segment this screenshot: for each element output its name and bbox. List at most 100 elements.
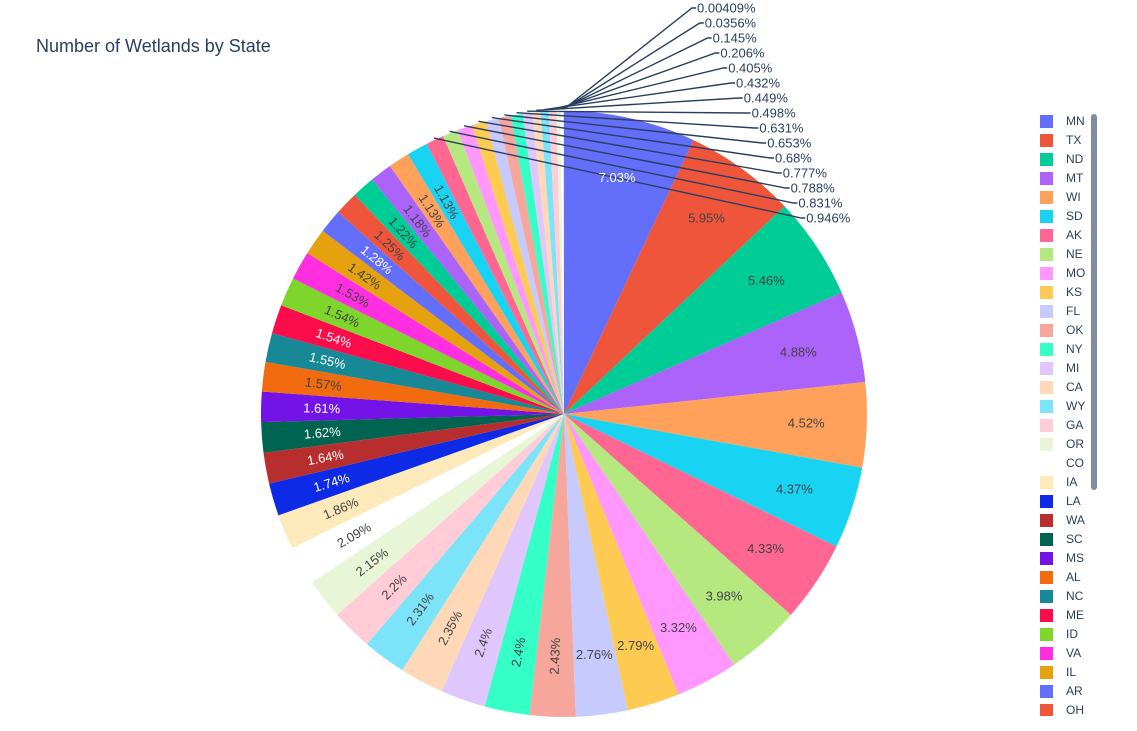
pie-slice-wi[interactable] — [564, 382, 868, 468]
legend-item-me[interactable]: ME — [1030, 606, 1100, 625]
pie-slice-sc[interactable] — [261, 414, 564, 453]
legend-item-ne[interactable]: NE — [1030, 245, 1100, 264]
pie-slice-mo[interactable] — [564, 414, 735, 695]
pie-slice-tx[interactable] — [564, 140, 785, 414]
pie-slice-sd[interactable] — [564, 414, 863, 547]
pie-slice-mi[interactable] — [441, 414, 564, 707]
legend-item-ok[interactable]: OK — [1030, 321, 1100, 340]
slice-label: 5.95% — [688, 210, 725, 225]
pie-slice-48[interactable] — [560, 111, 564, 414]
legend-item-ca[interactable]: CA — [1030, 378, 1100, 397]
legend-item-ga[interactable]: GA — [1030, 416, 1100, 435]
pie-slice-36[interactable] — [426, 136, 564, 414]
pie-slice-me[interactable] — [272, 305, 564, 414]
pie-slice-32[interactable] — [354, 179, 564, 414]
legend-label: SD — [1066, 209, 1083, 223]
legend-item-al[interactable]: AL — [1030, 568, 1100, 587]
legend-item-mn[interactable]: MN — [1030, 112, 1100, 131]
legend-swatch — [1040, 286, 1053, 299]
pie-slice-al[interactable] — [261, 361, 564, 414]
legend-swatch — [1040, 153, 1053, 166]
pie-slice-mn[interactable] — [564, 110, 694, 414]
legend-item-sd[interactable]: SD — [1030, 207, 1100, 226]
pie-slice-id[interactable] — [281, 278, 564, 414]
legend-item-nc[interactable]: NC — [1030, 587, 1100, 606]
legend-item-sc[interactable]: SC — [1030, 530, 1100, 549]
pie-slice-47[interactable] — [556, 111, 564, 415]
legend-label: AL — [1066, 570, 1081, 584]
legend-item-ks[interactable]: KS — [1030, 283, 1100, 302]
pie-slice-ga[interactable] — [337, 414, 564, 645]
legend-item-fl[interactable]: FL — [1030, 302, 1100, 321]
legend-item-ms[interactable]: MS — [1030, 549, 1100, 568]
pie-slice-ar[interactable] — [322, 212, 564, 414]
legend-item-ak[interactable]: AK — [1030, 226, 1100, 245]
legend-item-mo[interactable]: MO — [1030, 264, 1100, 283]
legend-item-mt[interactable]: MT — [1030, 169, 1100, 188]
legend-item-la[interactable]: LA — [1030, 492, 1100, 511]
legend-item-or[interactable]: OR — [1030, 435, 1100, 454]
legend-label: MI — [1066, 361, 1080, 375]
pie-slice-43[interactable] — [522, 112, 564, 415]
pie-slice-ne[interactable] — [564, 414, 791, 665]
pie-slice-42[interactable] — [510, 113, 564, 414]
legend-item-ny[interactable]: NY — [1030, 340, 1100, 359]
pie-slice-va[interactable] — [293, 253, 564, 414]
pie-slice-or[interactable] — [312, 414, 564, 615]
pie-slice-fl[interactable] — [564, 414, 628, 717]
legend-label: GA — [1066, 418, 1084, 432]
legend-item-tx[interactable]: TX — [1030, 131, 1100, 150]
legend-swatch — [1040, 628, 1053, 641]
pie-slice-la[interactable] — [269, 414, 564, 516]
legend-swatch — [1040, 172, 1053, 185]
slice-label-outside: 0.145% — [713, 31, 758, 46]
legend[interactable]: MN TX ND MT WI SD AK NE MO KS FL OK NY MI CA WY GA OR CO IA… — [1030, 112, 1100, 716]
pie-slice-ca[interactable] — [402, 414, 564, 692]
legend-item-ia[interactable]: IA — [1030, 473, 1100, 492]
pie-slice-46[interactable] — [548, 111, 564, 414]
pie-slice-44[interactable] — [532, 111, 564, 415]
leader-line — [516, 112, 759, 129]
legend-item-ar[interactable]: AR — [1030, 682, 1100, 701]
legend-item-oh[interactable]: OH — [1030, 701, 1100, 716]
pie-slice-co[interactable] — [292, 414, 564, 583]
pie-slice-il[interactable] — [307, 230, 564, 414]
pie-slice-40[interactable] — [486, 118, 564, 414]
legend-label: WI — [1066, 190, 1081, 204]
pie-slice-41[interactable] — [498, 115, 564, 414]
pie-slice-wa[interactable] — [263, 414, 565, 484]
legend-swatch — [1040, 476, 1053, 489]
pie-slice-ia[interactable] — [278, 414, 564, 548]
slice-label: 3.98% — [706, 589, 743, 604]
pie-slice-38[interactable] — [457, 125, 564, 414]
slice-label: 1.64% — [306, 447, 345, 468]
legend-scrollbar[interactable] — [1091, 114, 1097, 490]
legend-item-co[interactable]: CO — [1030, 454, 1100, 473]
pie-slice-ok[interactable] — [529, 414, 576, 717]
pie-slice-ny[interactable] — [484, 414, 564, 716]
legend-item-wa[interactable]: WA — [1030, 511, 1100, 530]
legend-item-il[interactable]: IL — [1030, 663, 1100, 682]
pie-slice-wy[interactable] — [366, 414, 564, 671]
pie-slice-ms[interactable] — [261, 391, 564, 423]
pie-slice-ak[interactable] — [564, 414, 837, 615]
legend-item-mi[interactable]: MI — [1030, 359, 1100, 378]
pie-slice-ks[interactable] — [564, 414, 679, 711]
pie-slice-33[interactable] — [372, 165, 564, 414]
legend-item-nd[interactable]: ND — [1030, 150, 1100, 169]
legend-swatch — [1040, 115, 1053, 128]
pie-slice-49[interactable] — [563, 110, 564, 414]
pie-slice-35[interactable] — [407, 143, 564, 414]
legend-item-va[interactable]: VA — [1030, 644, 1100, 663]
pie-slice-45[interactable] — [540, 111, 564, 414]
legend-item-wy[interactable]: WY — [1030, 397, 1100, 416]
pie-slice-nc[interactable] — [265, 333, 564, 414]
pie-slice-mt[interactable] — [564, 292, 866, 414]
legend-item-id[interactable]: ID — [1030, 625, 1100, 644]
pie-slice-39[interactable] — [471, 121, 564, 415]
pie-slice-34[interactable] — [389, 154, 564, 414]
pie-slice-oh[interactable] — [338, 194, 564, 414]
legend-item-wi[interactable]: WI — [1030, 188, 1100, 207]
pie-slice-37[interactable] — [443, 130, 564, 414]
pie-slice-nd[interactable] — [564, 206, 842, 414]
